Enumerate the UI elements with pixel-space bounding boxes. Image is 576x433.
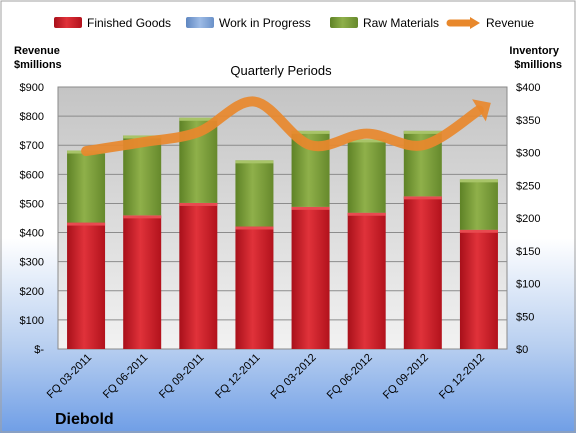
bar-top-highlight: [291, 206, 330, 210]
bar-raw-materials: [235, 160, 274, 227]
left-tick-label: $100: [20, 315, 44, 327]
bar-top-highlight: [459, 179, 498, 183]
revenue-line: [81, 96, 484, 157]
bar-top-highlight: [403, 196, 442, 200]
right-axis-title-line-1: Inventory: [509, 45, 559, 57]
right-tick-label: $250: [516, 180, 540, 192]
right-tick-label: $150: [516, 246, 540, 258]
bar-raw-materials: [347, 139, 386, 213]
bar-top-highlight: [179, 117, 218, 121]
bar-finished-goods: [459, 229, 498, 349]
legend-swatch-finished-goods: [54, 17, 82, 28]
left-tick-label: $800: [20, 111, 44, 123]
right-tick-label: $350: [516, 115, 540, 127]
right-tick-label: $100: [516, 279, 540, 291]
right-tick-label: $200: [516, 213, 540, 225]
bar-top-highlight: [123, 135, 162, 139]
company-name: Diebold: [55, 411, 114, 428]
bar-top-highlight: [347, 139, 386, 143]
revenue-arrowhead: [472, 99, 491, 122]
bar-top-highlight: [291, 130, 330, 134]
bar-finished-goods: [403, 196, 442, 349]
chart-title: Quarterly Periods: [230, 63, 332, 78]
bar-top-highlight: [235, 226, 274, 230]
right-tick-label: $50: [516, 311, 534, 323]
bar-top-highlight: [123, 215, 162, 219]
bar-finished-goods: [67, 222, 106, 349]
left-tick-label: $300: [20, 257, 44, 269]
legend-label: Revenue: [486, 16, 534, 30]
legend-swatch-raw-materials: [330, 17, 358, 28]
left-axis-title: Revenue $millions: [14, 45, 63, 71]
bar-raw-materials: [459, 179, 498, 230]
bar-top-highlight: [67, 222, 106, 226]
left-axis-ticks: $- $100 $200 $300 $400 $500 $600 $700 $800 $900: [20, 82, 45, 356]
bars: [67, 117, 498, 349]
bar-top-highlight: [235, 160, 274, 164]
left-tick-label: $600: [20, 169, 44, 181]
revenue-line-group: [81, 96, 491, 157]
right-axis-title: Inventory $millions: [509, 45, 562, 71]
left-tick-label: $-: [34, 344, 44, 356]
legend-label: Raw Materials: [363, 16, 439, 30]
left-tick-label: $900: [20, 82, 44, 94]
left-tick-label: $400: [20, 228, 44, 240]
bar-finished-goods: [179, 202, 218, 349]
legend-swatch-work-in-progress: [186, 17, 214, 28]
bar-finished-goods: [291, 206, 330, 349]
left-axis-title-line-1: Revenue: [14, 45, 60, 57]
bar-top-highlight: [347, 212, 386, 216]
legend: Finished Goods Work in Progress Raw Materi…: [54, 16, 534, 30]
bar-finished-goods: [235, 226, 274, 349]
legend-swatch-arrow: [470, 17, 480, 29]
bar-top-highlight: [179, 202, 218, 206]
left-axis-title-line-2: $millions: [14, 59, 62, 71]
bar-top-highlight: [403, 130, 442, 134]
right-axis-title-line-2: $millions: [514, 59, 562, 71]
left-tick-label: $200: [20, 286, 44, 298]
right-tick-label: $0: [516, 344, 528, 356]
bar-finished-goods: [347, 212, 386, 349]
bar-raw-materials: [67, 150, 106, 223]
right-axis-ticks: $0 $50 $100 $150 $200 $250 $300 $350 $400: [516, 82, 540, 356]
bar-top-highlight: [459, 229, 498, 233]
legend-label: Work in Progress: [219, 16, 311, 30]
legend-label: Finished Goods: [87, 16, 171, 30]
left-tick-label: $500: [20, 198, 44, 210]
right-tick-label: $400: [516, 82, 540, 94]
bar-finished-goods: [123, 215, 162, 349]
right-tick-label: $300: [516, 148, 540, 160]
left-tick-label: $700: [20, 140, 44, 152]
